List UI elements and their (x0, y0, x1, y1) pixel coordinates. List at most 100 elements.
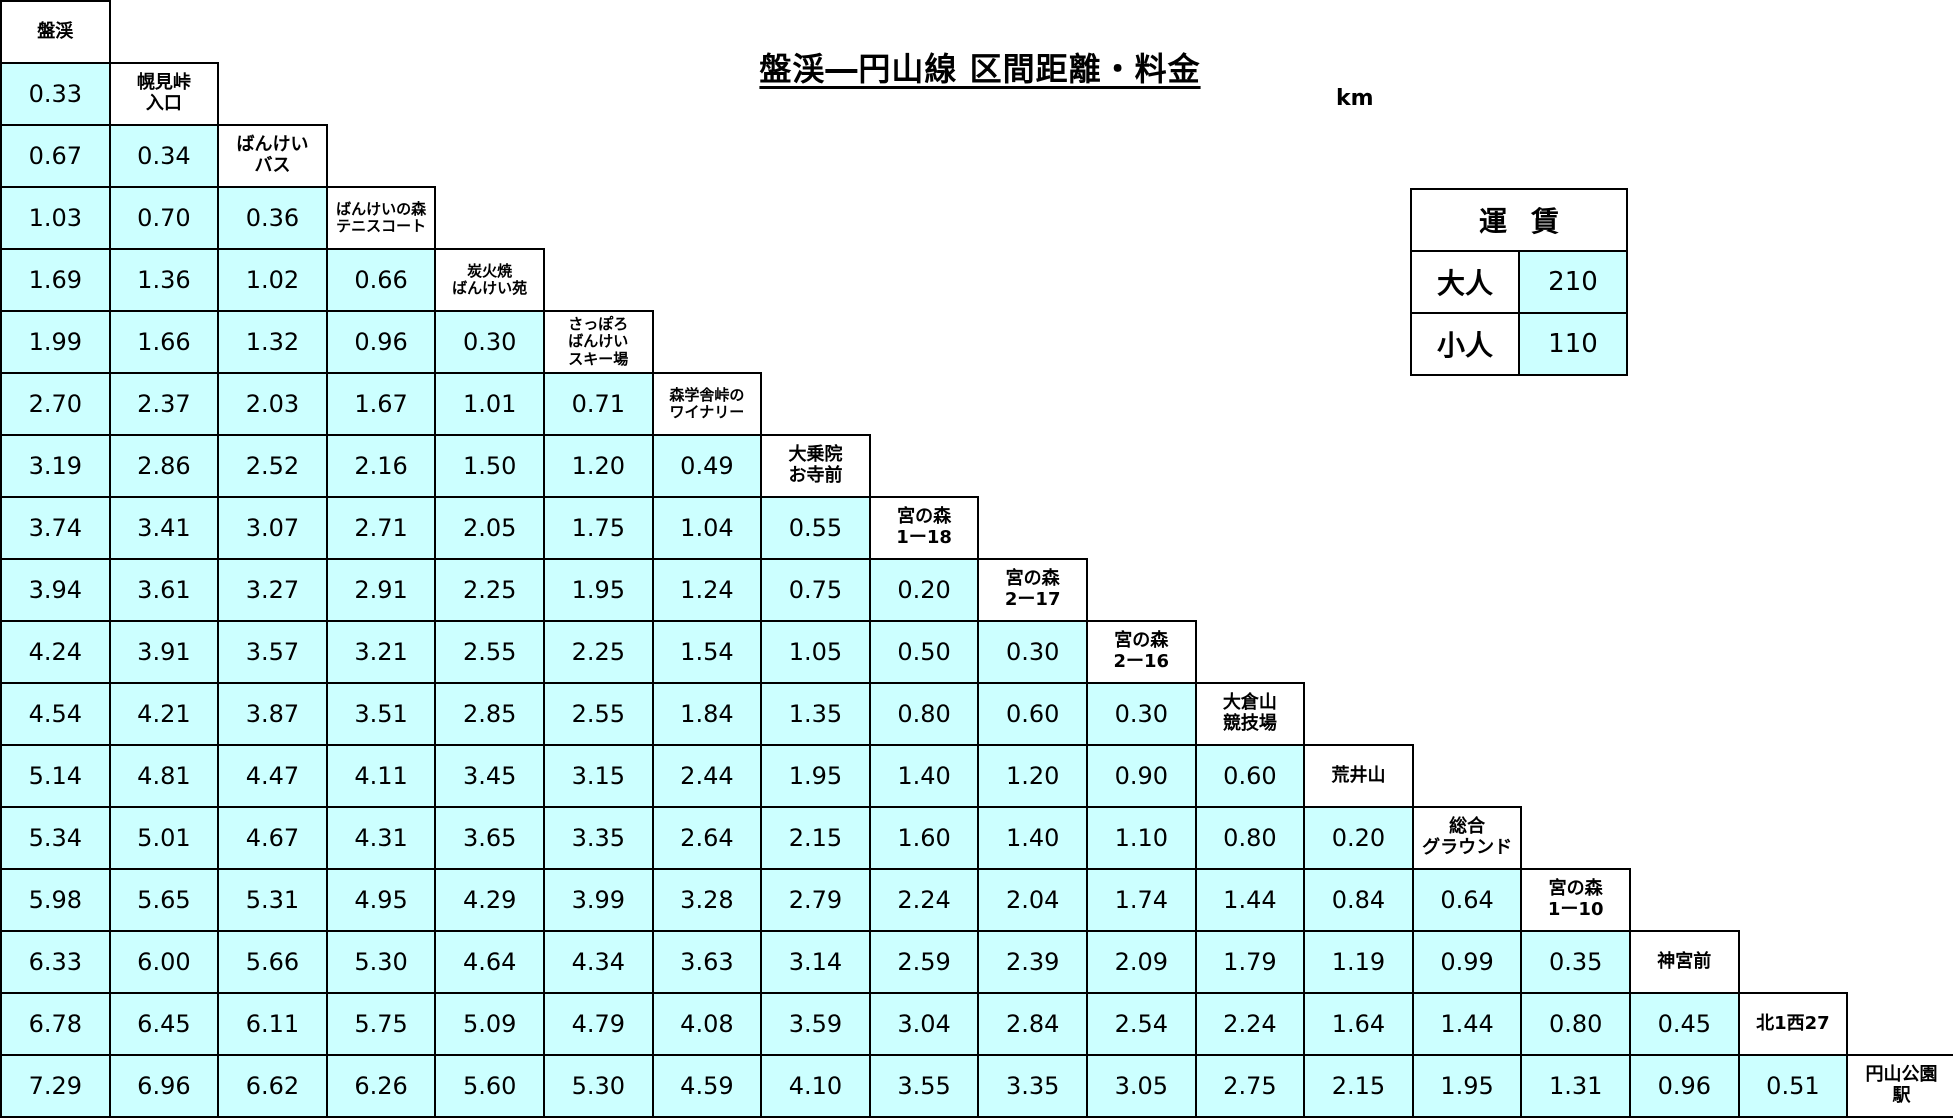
distance-cell: 4.59 (651, 1054, 763, 1118)
distance-cell: 6.26 (325, 1054, 437, 1118)
distance-cell: 6.62 (217, 1054, 328, 1118)
distance-cell: 1.99 (0, 310, 111, 374)
distance-cell: 1.35 (760, 682, 871, 746)
fare-adult-value: 210 (1518, 250, 1628, 314)
distance-cell: 5.60 (434, 1054, 545, 1118)
distance-cell: 0.64 (1411, 868, 1523, 932)
distance-cell: 2.91 (325, 558, 437, 622)
distance-cell: 1.24 (651, 558, 763, 622)
distance-cell: 2.84 (977, 992, 1088, 1056)
station-name: 森学舎峠の ワイナリー (651, 372, 763, 436)
page-title: 盤渓―円山線 区間距離・料金 (759, 50, 1201, 88)
distance-cell: 6.45 (108, 992, 220, 1056)
distance-cell: 1.69 (0, 248, 111, 312)
distance-cell: 1.03 (0, 186, 111, 250)
distance-cell: 3.04 (868, 992, 980, 1056)
distance-cell: 1.19 (1303, 930, 1414, 994)
station-name: 北1西27 (1737, 992, 1849, 1056)
distance-cell: 2.39 (977, 930, 1088, 994)
station-name: 総合 グラウンド (1411, 806, 1523, 870)
distance-cell: 2.75 (1194, 1054, 1306, 1118)
distance-cell: 4.67 (217, 806, 328, 870)
distance-cell: 1.31 (1520, 1054, 1631, 1118)
distance-cell: 0.20 (1303, 806, 1414, 870)
distance-cell: 1.79 (1194, 930, 1306, 994)
distance-cell: 0.66 (325, 248, 437, 312)
distance-cell: 1.10 (1086, 806, 1197, 870)
station-name: 幌見峠 入口 (108, 62, 220, 126)
distance-cell: 3.51 (325, 682, 437, 746)
distance-cell: 3.99 (543, 868, 654, 932)
distance-cell: 7.29 (0, 1054, 111, 1118)
distance-cell: 3.74 (0, 496, 111, 560)
distance-cell: 0.80 (868, 682, 980, 746)
distance-cell: 5.34 (0, 806, 111, 870)
distance-cell: 1.54 (651, 620, 763, 684)
distance-cell: 1.64 (1303, 992, 1414, 1056)
distance-cell: 5.31 (217, 868, 328, 932)
distance-cell: 0.80 (1520, 992, 1631, 1056)
distance-cell: 1.95 (760, 744, 871, 808)
distance-cell: 6.11 (217, 992, 328, 1056)
station-name: 大乗院 お寺前 (760, 434, 871, 498)
distance-cell: 3.28 (651, 868, 763, 932)
fare-adult-label: 大人 (1410, 250, 1520, 314)
distance-cell: 4.95 (325, 868, 437, 932)
distance-cell: 3.21 (325, 620, 437, 684)
distance-cell: 0.99 (1411, 930, 1523, 994)
distance-cell: 4.47 (217, 744, 328, 808)
distance-cell: 3.94 (0, 558, 111, 622)
distance-cell: 3.41 (108, 496, 220, 560)
distance-cell: 2.24 (1194, 992, 1306, 1056)
distance-cell: 1.75 (543, 496, 654, 560)
distance-cell: 1.32 (217, 310, 328, 374)
distance-cell: 2.24 (868, 868, 980, 932)
distance-cell: 4.21 (108, 682, 220, 746)
distance-cell: 3.07 (217, 496, 328, 560)
distance-cell: 6.96 (108, 1054, 220, 1118)
distance-cell: 2.16 (325, 434, 437, 498)
distance-cell: 3.35 (977, 1054, 1088, 1118)
distance-cell: 0.90 (1086, 744, 1197, 808)
distance-cell: 0.20 (868, 558, 980, 622)
distance-cell: 5.01 (108, 806, 220, 870)
distance-cell: 4.31 (325, 806, 437, 870)
distance-cell: 0.55 (760, 496, 871, 560)
distance-cell: 0.30 (434, 310, 545, 374)
distance-cell: 0.45 (1629, 992, 1740, 1056)
distance-cell: 1.44 (1194, 868, 1306, 932)
distance-cell: 2.71 (325, 496, 437, 560)
distance-cell: 0.71 (543, 372, 654, 436)
distance-cell: 0.96 (1629, 1054, 1740, 1118)
distance-cell: 1.04 (651, 496, 763, 560)
distance-cell: 0.75 (760, 558, 871, 622)
distance-cell: 4.34 (543, 930, 654, 994)
distance-cell: 1.40 (977, 806, 1088, 870)
distance-cell: 1.50 (434, 434, 545, 498)
distance-cell: 4.81 (108, 744, 220, 808)
distance-cell: 3.27 (217, 558, 328, 622)
distance-cell: 2.55 (434, 620, 545, 684)
distance-cell: 2.79 (760, 868, 871, 932)
distance-cell: 0.51 (1737, 1054, 1849, 1118)
station-name: 宮の森 2ー16 (1086, 620, 1197, 684)
distance-cell: 2.44 (651, 744, 763, 808)
distance-cell: 1.67 (325, 372, 437, 436)
distance-cell: 2.37 (108, 372, 220, 436)
station-name: 荒井山 (1303, 744, 1414, 808)
distance-cell: 0.35 (1520, 930, 1631, 994)
distance-cell: 4.54 (0, 682, 111, 746)
distance-cell: 4.08 (651, 992, 763, 1056)
distance-cell: 0.30 (977, 620, 1088, 684)
distance-cell: 1.74 (1086, 868, 1197, 932)
distance-cell: 4.29 (434, 868, 545, 932)
station-name: 炭火焼 ばんけい苑 (434, 248, 545, 312)
distance-cell: 4.11 (325, 744, 437, 808)
distance-cell: 2.25 (434, 558, 545, 622)
distance-cell: 1.95 (1411, 1054, 1523, 1118)
distance-cell: 1.20 (543, 434, 654, 498)
distance-cell: 2.54 (1086, 992, 1197, 1056)
distance-cell: 2.25 (543, 620, 654, 684)
fare-header: 運賃 (1410, 188, 1628, 252)
